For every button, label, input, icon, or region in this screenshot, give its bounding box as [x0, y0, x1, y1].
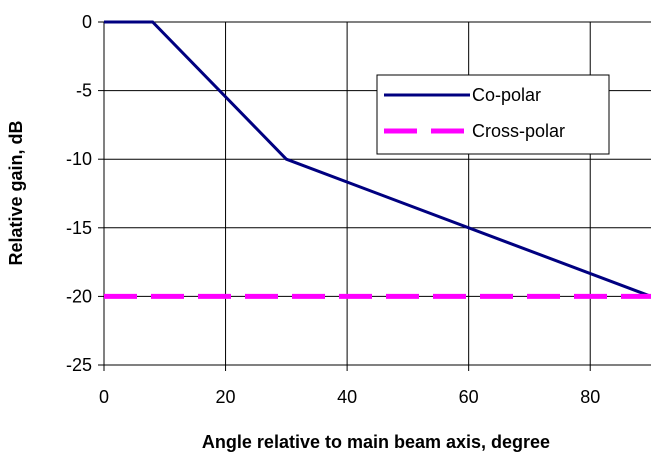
- plot-area: [98, 21, 651, 371]
- legend-label-co-polar: Co-polar: [472, 85, 541, 105]
- legend-box: [376, 74, 610, 155]
- x-tick-label: 80: [580, 387, 600, 407]
- y-tick-label: -5: [76, 81, 92, 101]
- x-tick-labels: 0 20 40 60 80: [99, 387, 600, 407]
- y-tick-label: -10: [66, 149, 92, 169]
- legend-label-cross-polar: Cross-polar: [472, 121, 565, 141]
- y-axis-title: Relative gain, dB: [6, 120, 26, 265]
- y-tick-labels: 0 -5 -10 -15 -20 -25: [66, 12, 92, 375]
- series-line-co-polar: [104, 20, 651, 298]
- x-tick-label: 20: [216, 387, 236, 407]
- x-tick-label: 60: [459, 387, 479, 407]
- series-layer: [104, 20, 651, 299]
- x-tick-label: 0: [99, 387, 109, 407]
- x-axis-title: Angle relative to main beam axis, degree: [202, 432, 550, 452]
- y-tick-label: -25: [66, 355, 92, 375]
- y-tick-label: 0: [82, 12, 92, 32]
- y-tick-label: -20: [66, 286, 92, 306]
- legend: Co-polar Cross-polar: [376, 74, 610, 155]
- x-tick-label: 40: [337, 387, 357, 407]
- y-tick-label: -15: [66, 218, 92, 238]
